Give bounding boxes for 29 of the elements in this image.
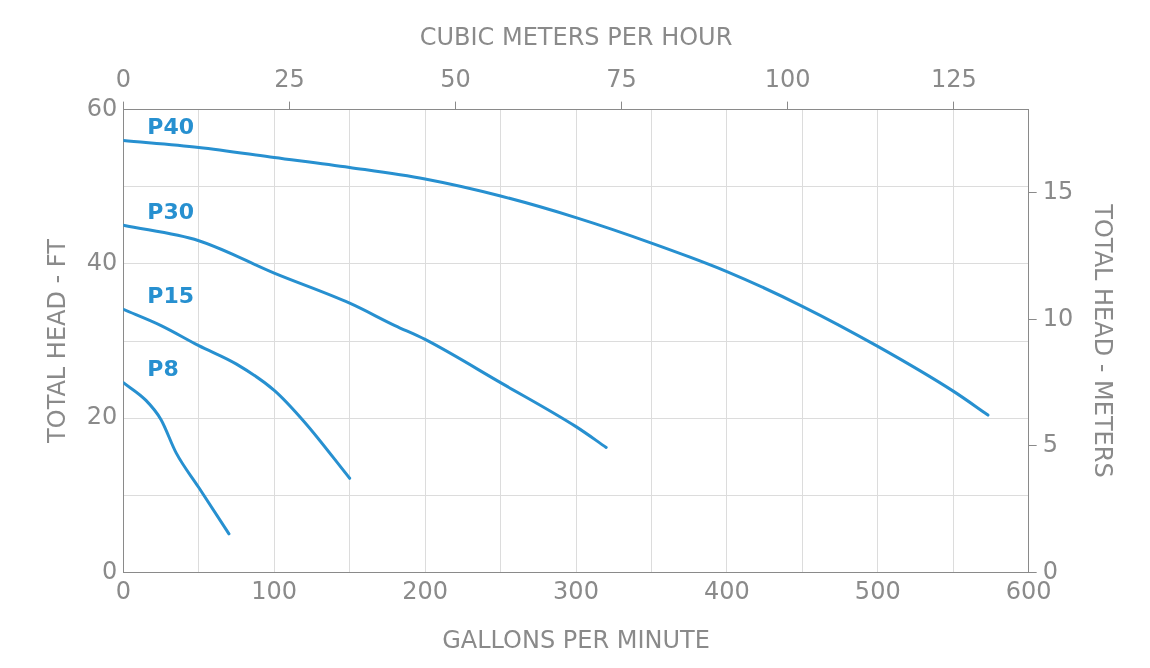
series-label: P30	[147, 199, 195, 225]
series-label: P8	[147, 356, 179, 382]
x-axis-title: GALLONS PER MINUTE	[442, 625, 710, 654]
y2-axis-title: TOTAL HEAD - METERS	[1089, 203, 1118, 478]
y2-tick-label: 5	[1042, 430, 1058, 459]
x2-tick-label: 25	[274, 65, 305, 94]
x-tick-label: 300	[553, 577, 599, 606]
x-tick-label: 200	[402, 577, 449, 606]
x2-tick-label: 125	[930, 65, 977, 94]
y2-tick-label: 15	[1042, 177, 1074, 206]
series-label: P15	[147, 283, 195, 309]
series-label: P40	[147, 114, 195, 140]
y-tick-label: 20	[86, 402, 118, 431]
line-series	[123, 138, 990, 417]
x2-tick-label: 100	[764, 65, 811, 94]
x-tick-label: 500	[854, 577, 901, 606]
line-series	[123, 381, 231, 536]
y-tick-label: 40	[86, 248, 118, 277]
y2-tick-label: 10	[1042, 303, 1074, 332]
line-series	[123, 223, 608, 449]
x-tick-label: 400	[703, 577, 750, 606]
line-series	[123, 307, 352, 480]
y-tick-label: 0	[102, 556, 118, 585]
y-tick-label: 60	[86, 93, 118, 122]
x2-axis-title: CUBIC METERS PER HOUR	[419, 22, 733, 51]
x-tick-label: 100	[251, 577, 298, 606]
y-axis-title: TOTAL HEAD - FT	[42, 238, 71, 444]
x2-tick-label: 75	[606, 65, 637, 94]
x2-tick-label: 50	[440, 65, 471, 94]
